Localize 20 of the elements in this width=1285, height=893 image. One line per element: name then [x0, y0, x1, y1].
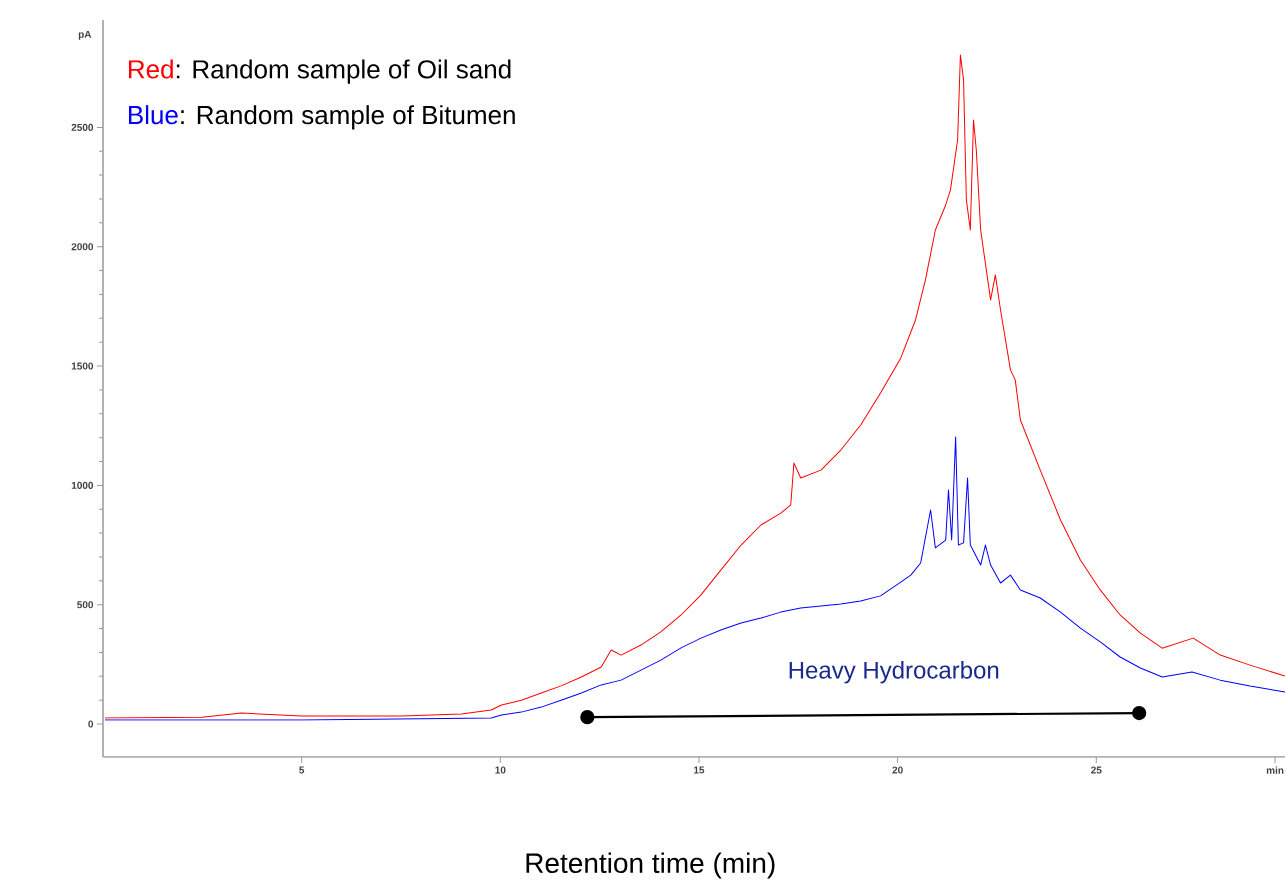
text: Blue [128, 105, 178, 125]
annotation: : Random sample of Oil sand [176, 59, 511, 84]
text: Red [128, 59, 173, 79]
y-tick-label: 2500 [71, 123, 94, 131]
y-tick-label: 1500 [71, 362, 94, 370]
line-series [104, 54, 1285, 719]
x-axis-title: Retention time (min) [526, 852, 775, 879]
y-axis-title: pA [78, 30, 92, 40]
annotation: Heavy Hydrocarbon [789, 661, 999, 684]
x-tick-label: 10 [495, 766, 506, 774]
x-tick-label: 15 [694, 766, 705, 774]
y-tick-label: 2000 [71, 243, 94, 251]
x-tick-label: 5 [299, 766, 305, 774]
annotation: : Random sample of Bitumen [181, 105, 515, 130]
x-tick-label: 20 [892, 766, 903, 774]
y-tick-label: 1000 [71, 481, 94, 489]
y-tick-label: 500 [77, 601, 94, 609]
y-tick-label: 0 [88, 720, 94, 728]
x-tick-label: 25 [1091, 766, 1102, 774]
x-tick-label: min [1266, 766, 1284, 774]
